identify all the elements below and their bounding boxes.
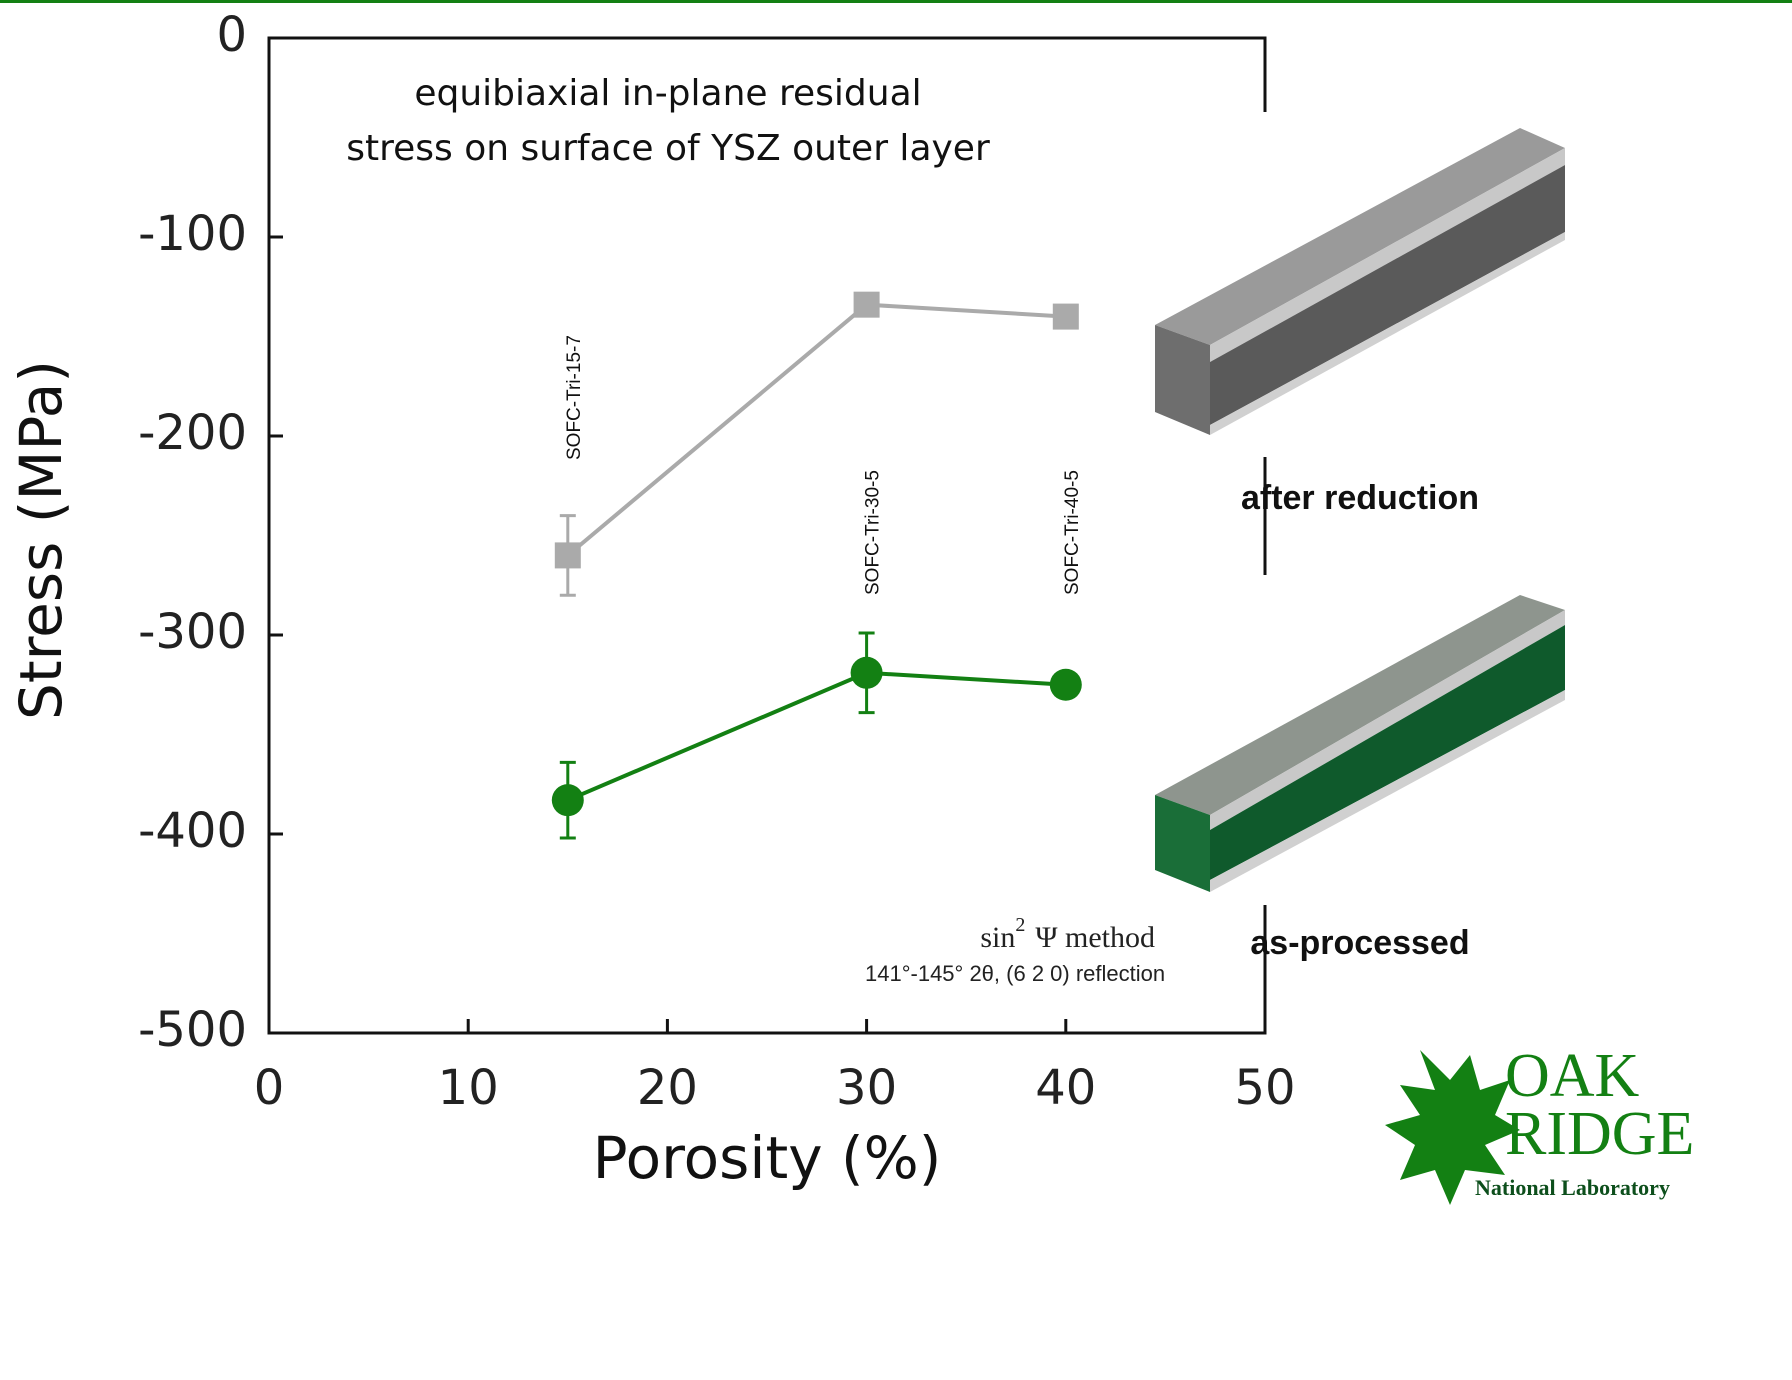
method-superscript: 2: [1015, 914, 1025, 936]
data-point: [853, 291, 880, 318]
x-tick-label: 50: [1234, 1060, 1295, 1116]
x-tick-label: 0: [254, 1060, 285, 1116]
logo: OAK RIDGE National Laboratory: [1385, 1042, 1694, 1205]
slab-layer: [1210, 610, 1565, 830]
slab-layer: [1210, 232, 1565, 435]
logo-text: National Laboratory: [1475, 1175, 1670, 1200]
data-point: [551, 784, 584, 817]
slab-end: [1155, 325, 1210, 435]
method-note: sin2 Ψ method: [980, 914, 1155, 954]
top-rule: [0, 0, 1792, 3]
slab-end: [1155, 795, 1210, 892]
data-point: [1052, 303, 1079, 330]
logo-text: RIDGE: [1505, 1100, 1694, 1168]
slab-image-processed: [1145, 575, 1585, 905]
slab-front: [1210, 625, 1565, 880]
data-point: [554, 542, 581, 569]
method-text: Ψ method: [1035, 921, 1155, 954]
slab-top: [1155, 595, 1565, 815]
slab-image-reduced: [1145, 112, 1585, 457]
slab-top: [1155, 128, 1565, 345]
y-tick-label: -400: [138, 803, 247, 859]
x-tick-label: 30: [836, 1060, 897, 1116]
x-tick-label: 20: [637, 1060, 698, 1116]
plot-frame: [267, 36, 1267, 1035]
logo-text: OAK: [1505, 1042, 1640, 1110]
point-label: SOFC-Tri-15-7: [564, 335, 585, 460]
slab-front: [1210, 165, 1565, 425]
y-tick-label: -500: [138, 1002, 247, 1058]
y-tick-label: 0: [216, 7, 247, 63]
series-line: [567, 670, 1066, 803]
x-tick-label: 10: [438, 1060, 499, 1116]
point-label: SOFC-Tri-40-5: [1062, 470, 1083, 595]
slab-layer: [1210, 148, 1565, 362]
image-label: after reduction: [1241, 479, 1479, 517]
y-tick-label: -200: [138, 405, 247, 461]
point-label: SOFC-Tri-30-5: [863, 470, 884, 595]
slab-layer: [1210, 690, 1565, 892]
x-axis-title: Porosity (%): [593, 1124, 942, 1192]
logo-leaf: [1385, 1050, 1520, 1205]
method-detail: 141°-145° 2θ, (6 2 0) reflection: [865, 961, 1165, 986]
annotation: stress on surface of YSZ outer layer: [346, 128, 990, 169]
x-tick-label: 40: [1035, 1060, 1096, 1116]
data-point: [1049, 668, 1082, 701]
series-line: [566, 302, 1066, 557]
y-axis-title: Stress (MPa): [7, 360, 75, 720]
y-tick-label: -100: [138, 206, 247, 262]
data-point: [850, 656, 883, 689]
y-tick-label: -300: [138, 604, 247, 660]
image-label: as-processed: [1250, 924, 1469, 962]
method-text: sin: [980, 921, 1015, 954]
annotation: equibiaxial in-plane residual: [414, 73, 921, 114]
